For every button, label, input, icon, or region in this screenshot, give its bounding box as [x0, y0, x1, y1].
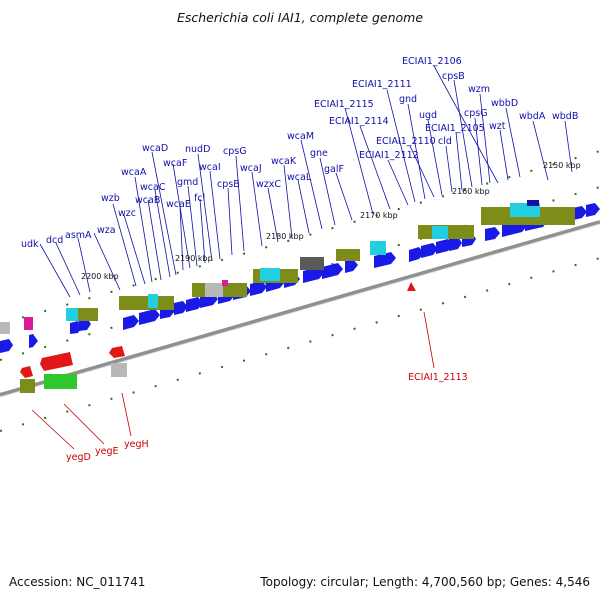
gene-label: asmA: [65, 230, 92, 241]
gene-label: wza: [97, 225, 116, 236]
gene-label: galF: [324, 164, 344, 175]
tick-label: 2170 kbp: [360, 211, 398, 220]
tick-label: 2160 kbp: [452, 187, 490, 196]
gene-label: wbdA: [519, 111, 546, 122]
gene-label: ECIAI1_2106: [402, 56, 462, 67]
accession-text: Accession: NC_011741: [9, 575, 146, 589]
gene-label: gne: [310, 148, 328, 159]
gene-label: wcaF: [163, 158, 187, 169]
gene-label: wbdB: [552, 111, 578, 122]
gene-label: ECIAI1_2110: [376, 136, 436, 147]
tick-label: 2150 kbp: [543, 161, 581, 170]
gene-label: ECIAI1_2114: [329, 116, 389, 127]
gene-label: cpsG: [464, 108, 488, 119]
tick-label: 2190 kbp: [175, 254, 213, 263]
genome-summary-text: Topology: circular; Length: 4,700,560 bp…: [260, 575, 590, 589]
gene-label: ugd: [419, 110, 437, 121]
gene-label: wcaC: [140, 182, 166, 193]
gene-label: ECIAI1_2105: [425, 123, 485, 134]
gene-label: wzm: [468, 84, 490, 95]
ecia-2113-marker: [407, 282, 416, 291]
gene-labels-reverse: ECIAI1_2113 yegD yegE yegH: [66, 372, 468, 463]
gene-label: wzb: [101, 193, 120, 204]
map-title: Escherichia coli IAI1, complete genome: [176, 10, 424, 25]
gene-label: ECIAI1_2115: [314, 99, 374, 110]
tick-label: 2180 kbp: [266, 232, 304, 241]
tick-labels: 2150 kbp 2160 kbp 2170 kbp 2180 kbp 2190…: [81, 161, 581, 281]
gene-label: yegE: [95, 446, 119, 457]
gene-label: wzc: [118, 208, 136, 219]
gene-label: cpsB: [442, 71, 465, 82]
gene-label: wcaD: [142, 143, 168, 154]
gene-label: wzxC: [256, 179, 281, 190]
gene-label: wbbD: [491, 98, 518, 109]
gene-label: cpsB: [217, 179, 240, 190]
gene-label: udk: [21, 239, 39, 250]
gene-label: cld: [438, 136, 452, 147]
gene-label: yegD: [66, 452, 91, 463]
gene-label: fcl: [194, 193, 205, 204]
gene-label: ECIAI1_2112: [359, 150, 419, 161]
gene-label: wzt: [489, 121, 506, 132]
gene-label: wcaB: [135, 195, 160, 206]
gene-label: wcaK: [271, 156, 297, 167]
reverse-genes-track: [20, 282, 416, 393]
tick-label: 2200 kbp: [81, 272, 119, 281]
gene-label: gnd: [399, 94, 417, 105]
gene-label: wcaL: [287, 172, 312, 183]
feature-track: [0, 200, 575, 334]
gene-label: ECIAI1_2111: [352, 79, 412, 90]
genome-backbone: [0, 150, 600, 432]
gene-label: ECIAI1_2113: [408, 372, 468, 383]
gene-label: cpsG: [223, 146, 247, 157]
label-leaders: [39, 65, 573, 298]
gene-label: dcd: [46, 235, 63, 246]
gene-labels-forward: udk dcd asmA wza wzb wzc wcaA wcaB wcaC …: [21, 56, 578, 250]
gene-label: nudD: [185, 144, 210, 155]
gene-label: wcaM: [287, 131, 314, 142]
gene-label: gmd: [177, 177, 198, 188]
gene-label: yegH: [124, 439, 149, 450]
label-leaders-red: [31, 311, 435, 450]
gene-label: wcaE: [166, 199, 191, 210]
gene-label: wcaA: [121, 167, 147, 178]
gene-label: wcaI: [199, 162, 221, 173]
gene-label: wcaJ: [240, 163, 262, 174]
